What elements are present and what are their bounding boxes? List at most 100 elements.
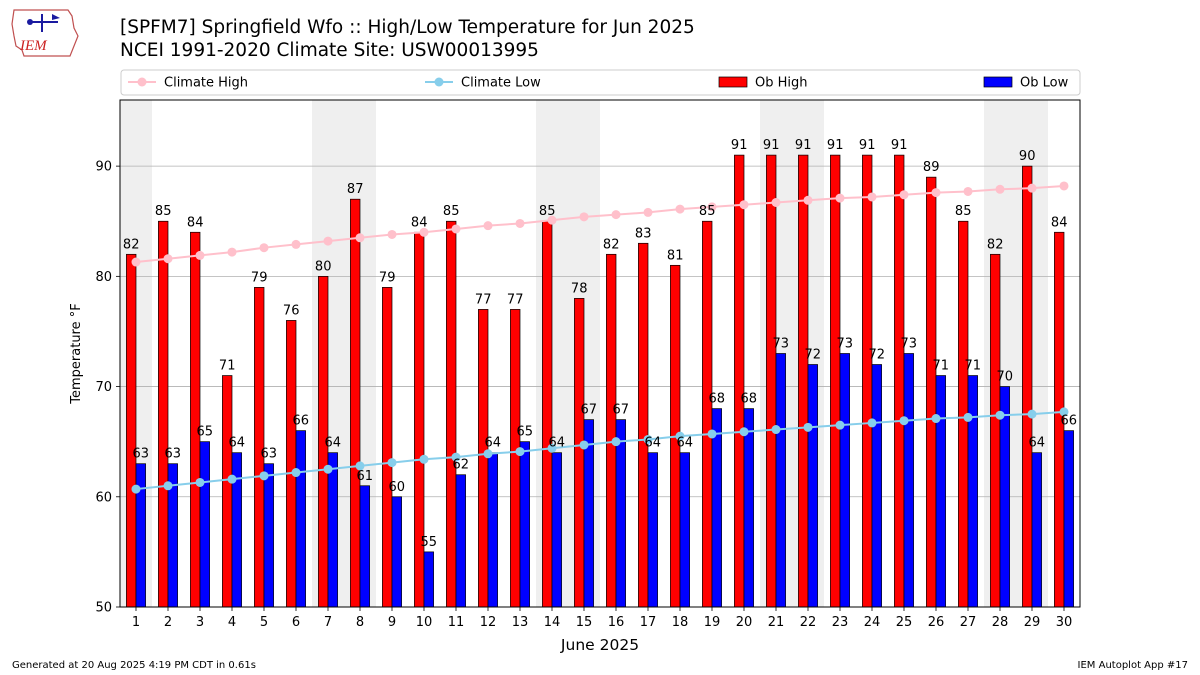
- x-tick-label: 9: [388, 615, 396, 630]
- legend-climate-low-label: Climate Low: [461, 76, 541, 91]
- ob-high-label: 91: [763, 138, 780, 153]
- ob-low-bar: [807, 364, 818, 608]
- x-tick-label: 18: [672, 615, 689, 630]
- ob-low-label: 64: [485, 436, 502, 451]
- x-tick-label: 19: [704, 615, 721, 630]
- ob-high-bar: [638, 242, 649, 608]
- climate-low-point: [131, 484, 141, 494]
- ob-high-bar: [702, 220, 713, 608]
- ob-low-label: 61: [357, 469, 374, 484]
- ob-low-bar: [519, 441, 530, 608]
- climate-low-point: [771, 425, 781, 435]
- ob-low-label: 71: [965, 359, 982, 374]
- ob-high-label: 85: [155, 204, 172, 219]
- climate-low-point: [963, 412, 973, 422]
- ob-high-bar: [542, 220, 553, 608]
- climate-low-point: [579, 440, 589, 450]
- ob-low-bar: [487, 452, 498, 608]
- ob-high-bar: [286, 320, 297, 608]
- ob-low-label: 63: [165, 447, 182, 462]
- ob-high-label: 90: [1019, 149, 1036, 164]
- ob-high-label: 71: [219, 359, 236, 374]
- ob-low-bar: [743, 408, 754, 608]
- y-tick-label: 60: [95, 490, 112, 505]
- climate-high-point: [323, 236, 333, 246]
- x-tick-label: 3: [196, 615, 204, 630]
- climate-high-point: [611, 210, 621, 220]
- ob-high-label: 80: [315, 259, 332, 274]
- ob-high-label: 91: [891, 138, 908, 153]
- climate-low-point: [1059, 407, 1069, 417]
- x-axis-label: June 2025: [560, 636, 639, 654]
- logo-text: IEM: [19, 38, 48, 54]
- legend-ob-high-label: Ob High: [755, 76, 808, 91]
- x-tick-label: 26: [928, 615, 945, 630]
- x-tick-label: 21: [768, 615, 785, 630]
- x-tick-label: 20: [736, 615, 753, 630]
- x-tick-label: 28: [992, 615, 1009, 630]
- ob-high-bar: [830, 154, 841, 608]
- chart-title: [SPFM7] Springfield Wfo :: High/Low Temp…: [120, 17, 695, 38]
- ob-high-label: 79: [251, 270, 268, 285]
- x-tick-label: 29: [1024, 615, 1041, 630]
- x-tick-label: 1: [132, 615, 140, 630]
- climate-high-point: [515, 218, 525, 228]
- legend-ob-low-swatch: [983, 76, 1013, 88]
- climate-high-point: [451, 224, 461, 234]
- x-tick-label: 2: [164, 615, 172, 630]
- climate-high-point: [419, 227, 429, 237]
- ob-low-bar: [1063, 430, 1074, 608]
- ob-high-bar: [190, 231, 201, 608]
- ob-low-label: 73: [901, 337, 918, 352]
- ob-low-label: 55: [421, 535, 438, 550]
- ob-low-bar: [935, 375, 946, 608]
- ob-low-label: 67: [613, 403, 630, 418]
- ob-high-label: 85: [699, 204, 716, 219]
- climate-low-point: [451, 452, 461, 462]
- ob-high-bar: [990, 253, 1001, 608]
- ob-low-bar: [711, 408, 722, 608]
- climate-high-point: [579, 212, 589, 222]
- ob-high-label: 91: [731, 138, 748, 153]
- climate-high-point: [355, 233, 365, 243]
- ob-low-bar: [1031, 452, 1042, 608]
- legend-climate-low-marker: [434, 77, 444, 87]
- legend-climate-high-marker: [137, 77, 147, 87]
- ob-high-label: 85: [955, 204, 972, 219]
- climate-high-point: [803, 195, 813, 205]
- ob-low-bar: [679, 452, 690, 608]
- ob-low-bar: [551, 452, 562, 608]
- ob-low-bar: [775, 353, 786, 608]
- x-tick-label: 12: [480, 615, 497, 630]
- climate-high-point: [643, 207, 653, 217]
- ob-low-bar: [391, 496, 402, 608]
- ob-low-bar: [871, 364, 882, 608]
- x-tick-label: 30: [1056, 615, 1073, 630]
- ob-high-bar: [414, 231, 425, 608]
- ob-low-label: 73: [837, 337, 854, 352]
- x-tick-label: 6: [292, 615, 300, 630]
- y-tick-label: 80: [95, 270, 112, 285]
- climate-low-point: [291, 468, 301, 478]
- x-tick-label: 22: [800, 615, 817, 630]
- ob-low-label: 64: [229, 436, 246, 451]
- ob-low-label: 60: [389, 480, 406, 495]
- ob-low-label: 66: [1061, 414, 1078, 429]
- climate-low-point: [195, 477, 205, 487]
- x-tick-label: 27: [960, 615, 977, 630]
- ob-high-label: 84: [187, 215, 204, 230]
- y-tick-label: 90: [95, 160, 112, 175]
- ob-high-label: 91: [859, 138, 876, 153]
- climate-low-point: [515, 447, 525, 457]
- iowa-outline-icon: [11, 9, 79, 57]
- ob-low-label: 73: [773, 337, 790, 352]
- ob-high-bar: [222, 375, 233, 608]
- ob-high-bar: [574, 298, 585, 608]
- x-tick-label: 7: [324, 615, 332, 630]
- ob-high-label: 85: [539, 204, 556, 219]
- ob-low-label: 67: [581, 403, 598, 418]
- climate-high-point: [739, 200, 749, 210]
- climate-low-point: [995, 410, 1005, 420]
- ob-low-bar: [967, 375, 978, 608]
